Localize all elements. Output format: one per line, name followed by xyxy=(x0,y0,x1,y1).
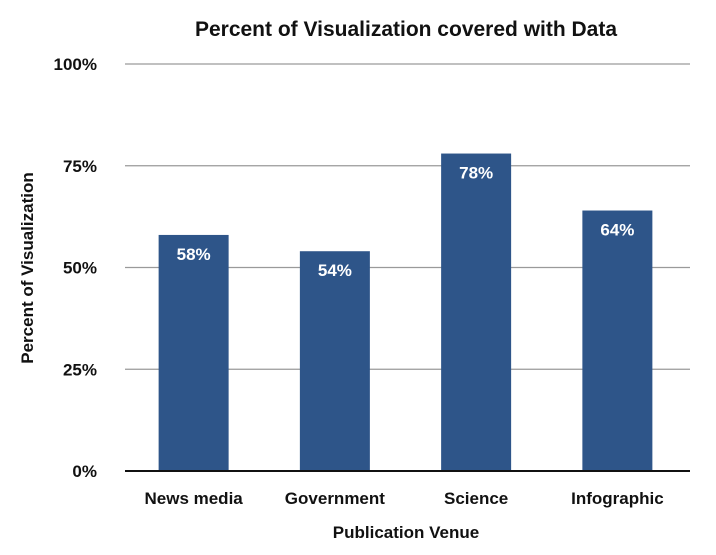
bar xyxy=(158,234,229,471)
x-axis-label: Publication Venue xyxy=(333,523,479,542)
y-tick-label: 75% xyxy=(63,157,97,176)
x-tick-label: Government xyxy=(285,489,385,508)
bars: 58% 54% 78% 64% xyxy=(158,153,653,472)
x-axis-ticks: News media Government Science Infographic xyxy=(144,489,663,508)
x-tick-label: Infographic xyxy=(571,489,664,508)
y-axis-label: Percent of Visualization xyxy=(18,172,37,363)
y-tick-label: 0% xyxy=(72,462,97,481)
x-tick-label: Science xyxy=(444,489,508,508)
bar xyxy=(582,210,653,471)
y-tick-label: 50% xyxy=(63,259,97,278)
y-tick-label: 100% xyxy=(54,55,97,74)
x-tick-label: News media xyxy=(144,489,243,508)
y-axis-ticks: 0% 25% 50% 75% 100% xyxy=(54,55,97,481)
bar-value-label: 78% xyxy=(459,164,493,183)
bar-value-label: 64% xyxy=(600,221,634,240)
chart-title: Percent of Visualization covered with Da… xyxy=(195,18,617,41)
y-tick-label: 25% xyxy=(63,360,97,379)
bar xyxy=(441,153,512,472)
bar-value-label: 58% xyxy=(177,245,211,264)
bar-value-label: 54% xyxy=(318,261,352,280)
bar xyxy=(299,251,370,471)
